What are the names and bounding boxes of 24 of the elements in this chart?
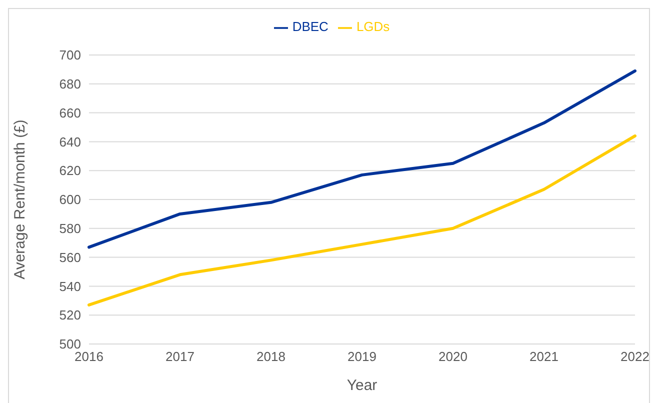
line-series (88, 69, 636, 249)
x-tick-label: 2017 (166, 349, 194, 364)
y-tick-label: 660 (59, 105, 81, 120)
y-tick-label: 700 (59, 48, 81, 63)
x-tick-label: 2022 (620, 349, 650, 364)
y-tick-label: 520 (59, 308, 81, 323)
y-tick-label: 560 (59, 250, 81, 265)
y-tick-label: 500 (59, 336, 81, 352)
y-tick-label: 580 (59, 221, 81, 236)
y-tick-label: 540 (59, 278, 81, 294)
x-tick-label: 2019 (348, 349, 376, 364)
x-tick-label: 2018 (256, 349, 286, 364)
y-tick-label: 680 (59, 76, 81, 92)
x-axis-title: Year (346, 377, 378, 394)
y-tick-label: 620 (59, 163, 81, 178)
y-tick-label: 600 (59, 192, 81, 208)
legend-label: LGDs (356, 19, 390, 34)
y-axis-title: Average Rent/month (£) (11, 120, 28, 280)
x-tick-label: 2021 (530, 349, 558, 364)
y-tick-label: 640 (59, 134, 81, 150)
x-tick-label: 2020 (438, 349, 468, 364)
legend-label: DBEC (292, 19, 328, 34)
x-tick-label: 2016 (74, 349, 104, 364)
line-series (88, 134, 636, 306)
